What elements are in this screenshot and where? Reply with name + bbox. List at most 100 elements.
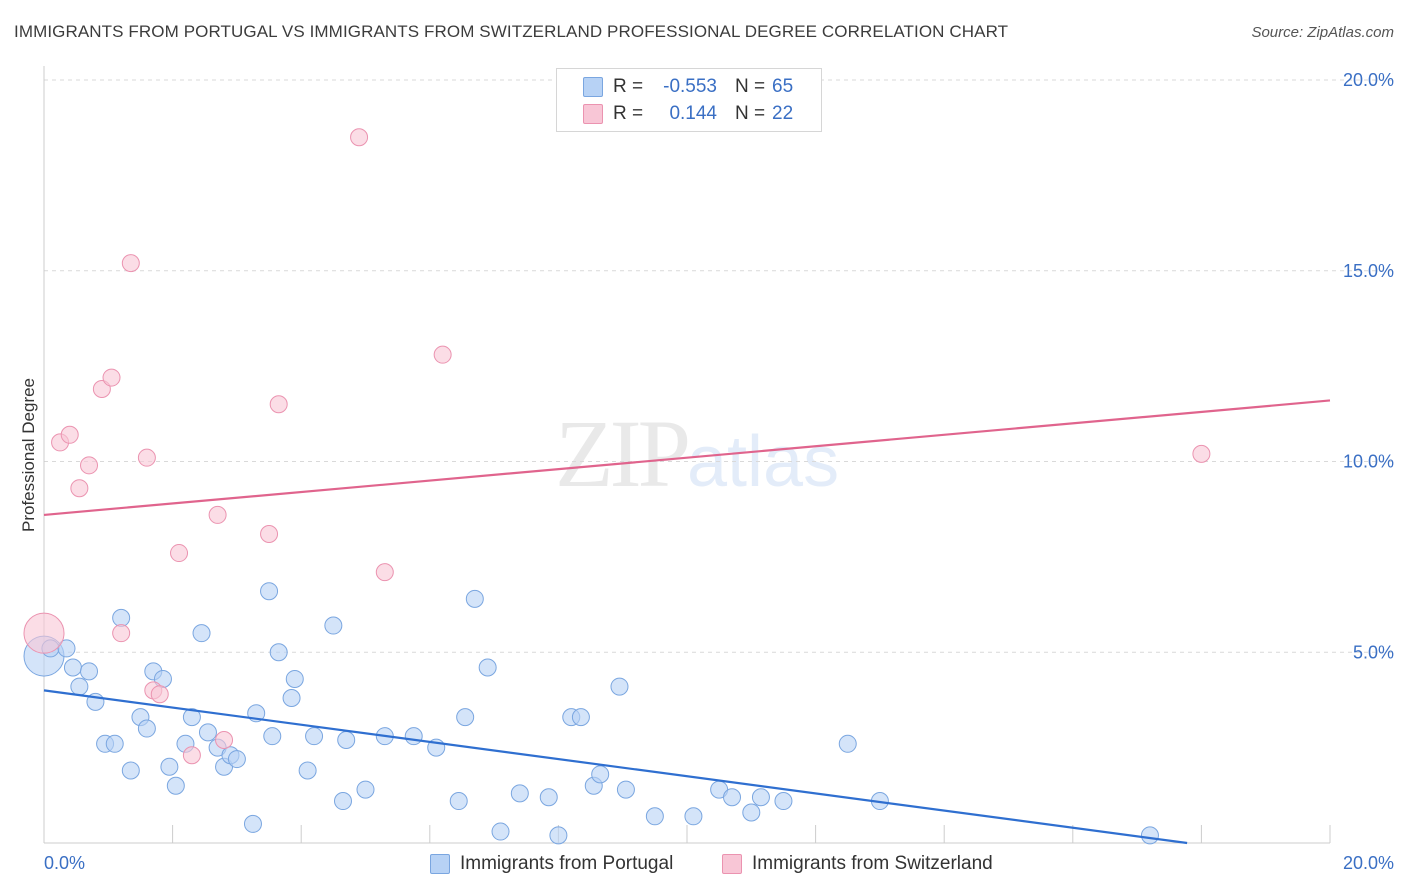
tick-labels: 5.0% 10.0% 15.0% 20.0% 0.0% 20.0% bbox=[44, 70, 1394, 873]
legend-n-label: N = bbox=[735, 103, 766, 124]
point-portugal bbox=[243, 814, 262, 833]
point-switzerland bbox=[112, 624, 131, 643]
point-switzerland bbox=[60, 425, 79, 444]
point-switzerland bbox=[1192, 444, 1211, 463]
point-portugal bbox=[166, 776, 185, 795]
point-portugal bbox=[1140, 826, 1159, 845]
point-portugal bbox=[63, 658, 82, 677]
trend-lines bbox=[43, 399, 1331, 845]
trend-line-portugal bbox=[43, 689, 1188, 845]
point-portugal bbox=[571, 708, 590, 727]
point-portugal bbox=[269, 643, 288, 662]
legend-n-label: N = bbox=[735, 76, 766, 97]
point-portugal bbox=[449, 792, 468, 811]
point-portugal bbox=[549, 826, 568, 845]
axes bbox=[43, 66, 1331, 844]
point-portugal bbox=[305, 727, 324, 746]
point-portugal bbox=[742, 803, 761, 822]
point-portugal bbox=[260, 582, 279, 601]
point-switzerland bbox=[215, 730, 234, 749]
point-portugal bbox=[404, 727, 423, 746]
point-portugal bbox=[70, 677, 89, 696]
point-switzerland bbox=[182, 746, 201, 765]
point-portugal bbox=[539, 788, 558, 807]
point-switzerland bbox=[170, 544, 189, 563]
point-portugal bbox=[333, 792, 352, 811]
point-portugal bbox=[227, 750, 246, 769]
x-tick-label: 20.0% bbox=[1343, 853, 1394, 873]
series-label-switzerland: Immigrants from Switzerland bbox=[752, 853, 993, 874]
legend-r-label: R = bbox=[613, 76, 644, 97]
point-portugal bbox=[356, 780, 375, 799]
point-switzerland bbox=[23, 612, 65, 654]
point-switzerland bbox=[269, 395, 288, 414]
series-label-portugal: Immigrants from Portugal bbox=[460, 853, 674, 874]
point-portugal bbox=[121, 761, 140, 780]
legend-n-value: 65 bbox=[772, 76, 794, 97]
legend-swatch-portugal bbox=[583, 77, 603, 97]
point-portugal bbox=[610, 677, 629, 696]
point-portugal bbox=[774, 792, 793, 811]
point-portugal bbox=[80, 662, 99, 681]
point-switzerland bbox=[137, 448, 156, 467]
series-legend: Immigrants from Portugal Immigrants from… bbox=[0, 852, 1406, 878]
point-portugal bbox=[263, 727, 282, 746]
point-portugal bbox=[478, 658, 497, 677]
point-portugal bbox=[324, 616, 343, 635]
legend-n-value: 22 bbox=[772, 103, 794, 124]
point-portugal bbox=[645, 807, 664, 826]
point-switzerland bbox=[70, 479, 89, 498]
legend-row-switzerland: R = 0.144 N = 22 bbox=[557, 101, 821, 127]
point-switzerland bbox=[102, 368, 121, 387]
point-portugal bbox=[591, 765, 610, 784]
source-credit: Source: ZipAtlas.com bbox=[1251, 24, 1394, 41]
point-portugal bbox=[192, 624, 211, 643]
point-portugal bbox=[105, 734, 124, 753]
point-switzerland bbox=[80, 456, 99, 475]
grid-lines bbox=[44, 79, 1392, 653]
point-portugal bbox=[838, 734, 857, 753]
point-portugal bbox=[57, 639, 76, 658]
point-portugal bbox=[137, 719, 156, 738]
x-tick-label: 0.0% bbox=[44, 853, 85, 873]
point-switzerland bbox=[208, 505, 227, 524]
point-portugal bbox=[491, 822, 510, 841]
series-swatch-switzerland bbox=[722, 854, 742, 874]
data-points bbox=[23, 128, 1211, 845]
point-portugal bbox=[112, 608, 131, 627]
y-axis-label: Professional Degree bbox=[19, 378, 38, 532]
point-switzerland bbox=[121, 254, 140, 273]
legend-swatch-switzerland bbox=[583, 104, 603, 124]
chart-title: IMMIGRANTS FROM PORTUGAL VS IMMIGRANTS F… bbox=[14, 22, 1009, 41]
point-portugal bbox=[282, 689, 301, 708]
point-portugal bbox=[723, 788, 742, 807]
legend-r-label: R = bbox=[613, 103, 644, 124]
point-portugal bbox=[198, 723, 217, 742]
point-portugal bbox=[465, 589, 484, 608]
y-tick-label: 5.0% bbox=[1353, 642, 1394, 662]
y-tick-label: 10.0% bbox=[1343, 452, 1394, 472]
y-tick-label: 20.0% bbox=[1343, 70, 1394, 90]
point-portugal bbox=[160, 757, 179, 776]
point-portugal bbox=[616, 780, 635, 799]
point-portugal bbox=[182, 708, 201, 727]
point-portugal bbox=[684, 807, 703, 826]
y-tick-label: 15.0% bbox=[1343, 261, 1394, 281]
series-swatch-portugal bbox=[430, 854, 450, 874]
point-portugal bbox=[337, 730, 356, 749]
legend-row-portugal: R = -0.553 N = 65 bbox=[557, 74, 821, 100]
correlation-legend: R = -0.553 N = 65 R = 0.144 N = 22 bbox=[556, 68, 822, 132]
point-portugal bbox=[751, 788, 770, 807]
point-switzerland bbox=[375, 563, 394, 582]
legend-r-value: -0.553 bbox=[663, 76, 717, 97]
point-portugal bbox=[456, 708, 475, 727]
trend-line-switzerland bbox=[43, 399, 1331, 517]
legend-r-value: 0.144 bbox=[669, 103, 717, 124]
point-portugal bbox=[285, 669, 304, 688]
point-switzerland bbox=[433, 345, 452, 364]
point-portugal bbox=[510, 784, 529, 803]
point-switzerland bbox=[350, 128, 369, 147]
point-switzerland bbox=[260, 524, 279, 543]
point-switzerland bbox=[150, 685, 169, 704]
